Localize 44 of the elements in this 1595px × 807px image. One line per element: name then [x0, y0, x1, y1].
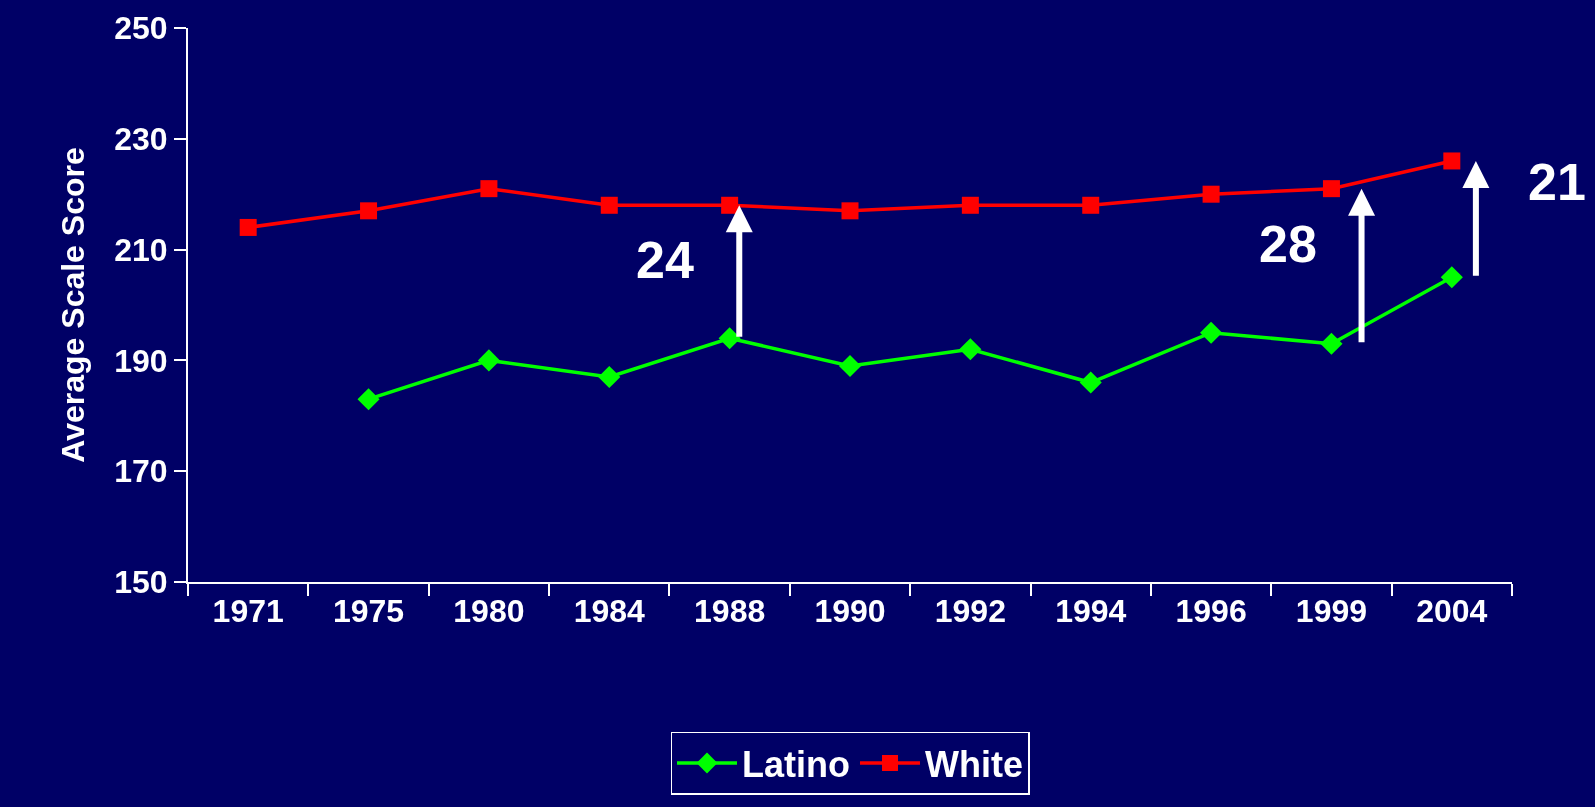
- point: [600, 196, 618, 214]
- point: [718, 327, 741, 350]
- point: [239, 218, 257, 236]
- x-tick-label: 1975: [332, 593, 405, 630]
- point: [1440, 266, 1463, 289]
- point: [1443, 152, 1461, 170]
- point: [1079, 371, 1102, 394]
- x-tick-label: 2004: [1416, 593, 1488, 630]
- x-tick-label: 1988: [694, 593, 766, 630]
- point: [1202, 185, 1220, 203]
- point: [1320, 332, 1343, 355]
- annotation: 21: [1528, 153, 1586, 211]
- x-tick-label: 1996: [1175, 593, 1247, 630]
- point: [961, 196, 979, 214]
- x-tick-label: 1994: [1055, 593, 1127, 630]
- annotation: 28: [1259, 215, 1317, 273]
- y-tick-label: 250: [114, 10, 168, 47]
- x-tick-label: 1971: [212, 593, 284, 630]
- point: [477, 349, 500, 372]
- y-tick-label: 190: [114, 342, 168, 379]
- point: [598, 365, 621, 389]
- x-tick-label: 1984: [573, 593, 646, 630]
- point: [959, 338, 982, 361]
- annotation: 24: [636, 231, 694, 289]
- x-tick-label: 1980: [453, 593, 525, 630]
- legend-label: White: [924, 744, 1023, 786]
- point: [1082, 196, 1100, 214]
- y-tick-label: 150: [114, 564, 168, 601]
- y-tick-label: 170: [114, 453, 168, 490]
- x-tick-label: 1999: [1295, 593, 1368, 630]
- point: [360, 202, 378, 220]
- point: [721, 196, 739, 214]
- x-tick-label: 1992: [934, 593, 1006, 630]
- point: [1322, 180, 1340, 198]
- point: [838, 354, 862, 377]
- legend-label: Latino: [742, 744, 850, 786]
- x-tick-label: 1990: [814, 593, 886, 630]
- y-tick-label: 230: [114, 121, 168, 157]
- point: [480, 180, 498, 198]
- y-tick-label: 210: [114, 231, 168, 268]
- y-axis-title: Average Scale Score: [55, 147, 92, 463]
- point: [1200, 321, 1223, 344]
- point: [357, 388, 380, 411]
- point: [841, 202, 859, 220]
